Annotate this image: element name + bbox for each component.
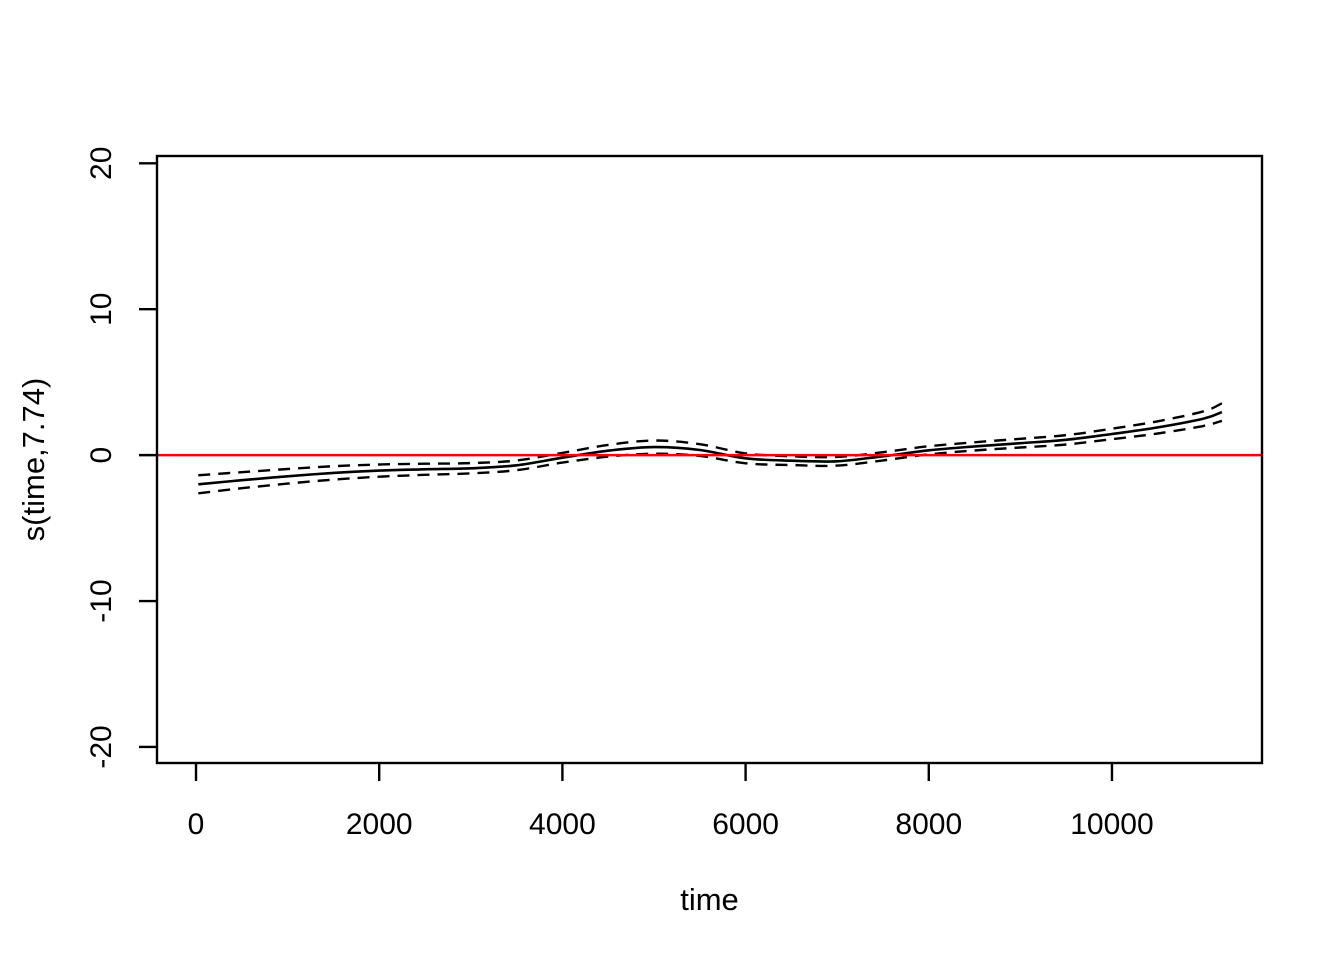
smooth-fit-line <box>198 410 1223 486</box>
x-tick-label: 8000 <box>895 808 962 841</box>
y-tick-label: 10 <box>85 293 118 326</box>
x-tick-label: 0 <box>188 808 205 841</box>
lower-confidence-line <box>198 419 1223 495</box>
x-axis-tick-labels: 0 2000 4000 6000 8000 10000 <box>188 808 1154 841</box>
x-tick-label: 10000 <box>1070 808 1153 841</box>
plot-box <box>155 154 1264 765</box>
x-axis-title: time <box>680 882 739 917</box>
x-tick-label: 2000 <box>346 808 413 841</box>
y-tick-label: -20 <box>85 725 118 768</box>
upper-confidence-line <box>198 402 1223 477</box>
y-axis-title: s(time,7.74) <box>16 378 51 542</box>
y-axis-ticks <box>139 162 157 749</box>
x-axis-ticks <box>194 763 1114 781</box>
x-tick-label: 4000 <box>529 808 596 841</box>
y-tick-label: 20 <box>85 147 118 180</box>
x-tick-label: 6000 <box>712 808 779 841</box>
y-tick-label: -10 <box>85 579 118 622</box>
y-axis-tick-labels: -20 -10 0 10 20 <box>85 147 118 769</box>
y-tick-label: 0 <box>85 447 118 464</box>
